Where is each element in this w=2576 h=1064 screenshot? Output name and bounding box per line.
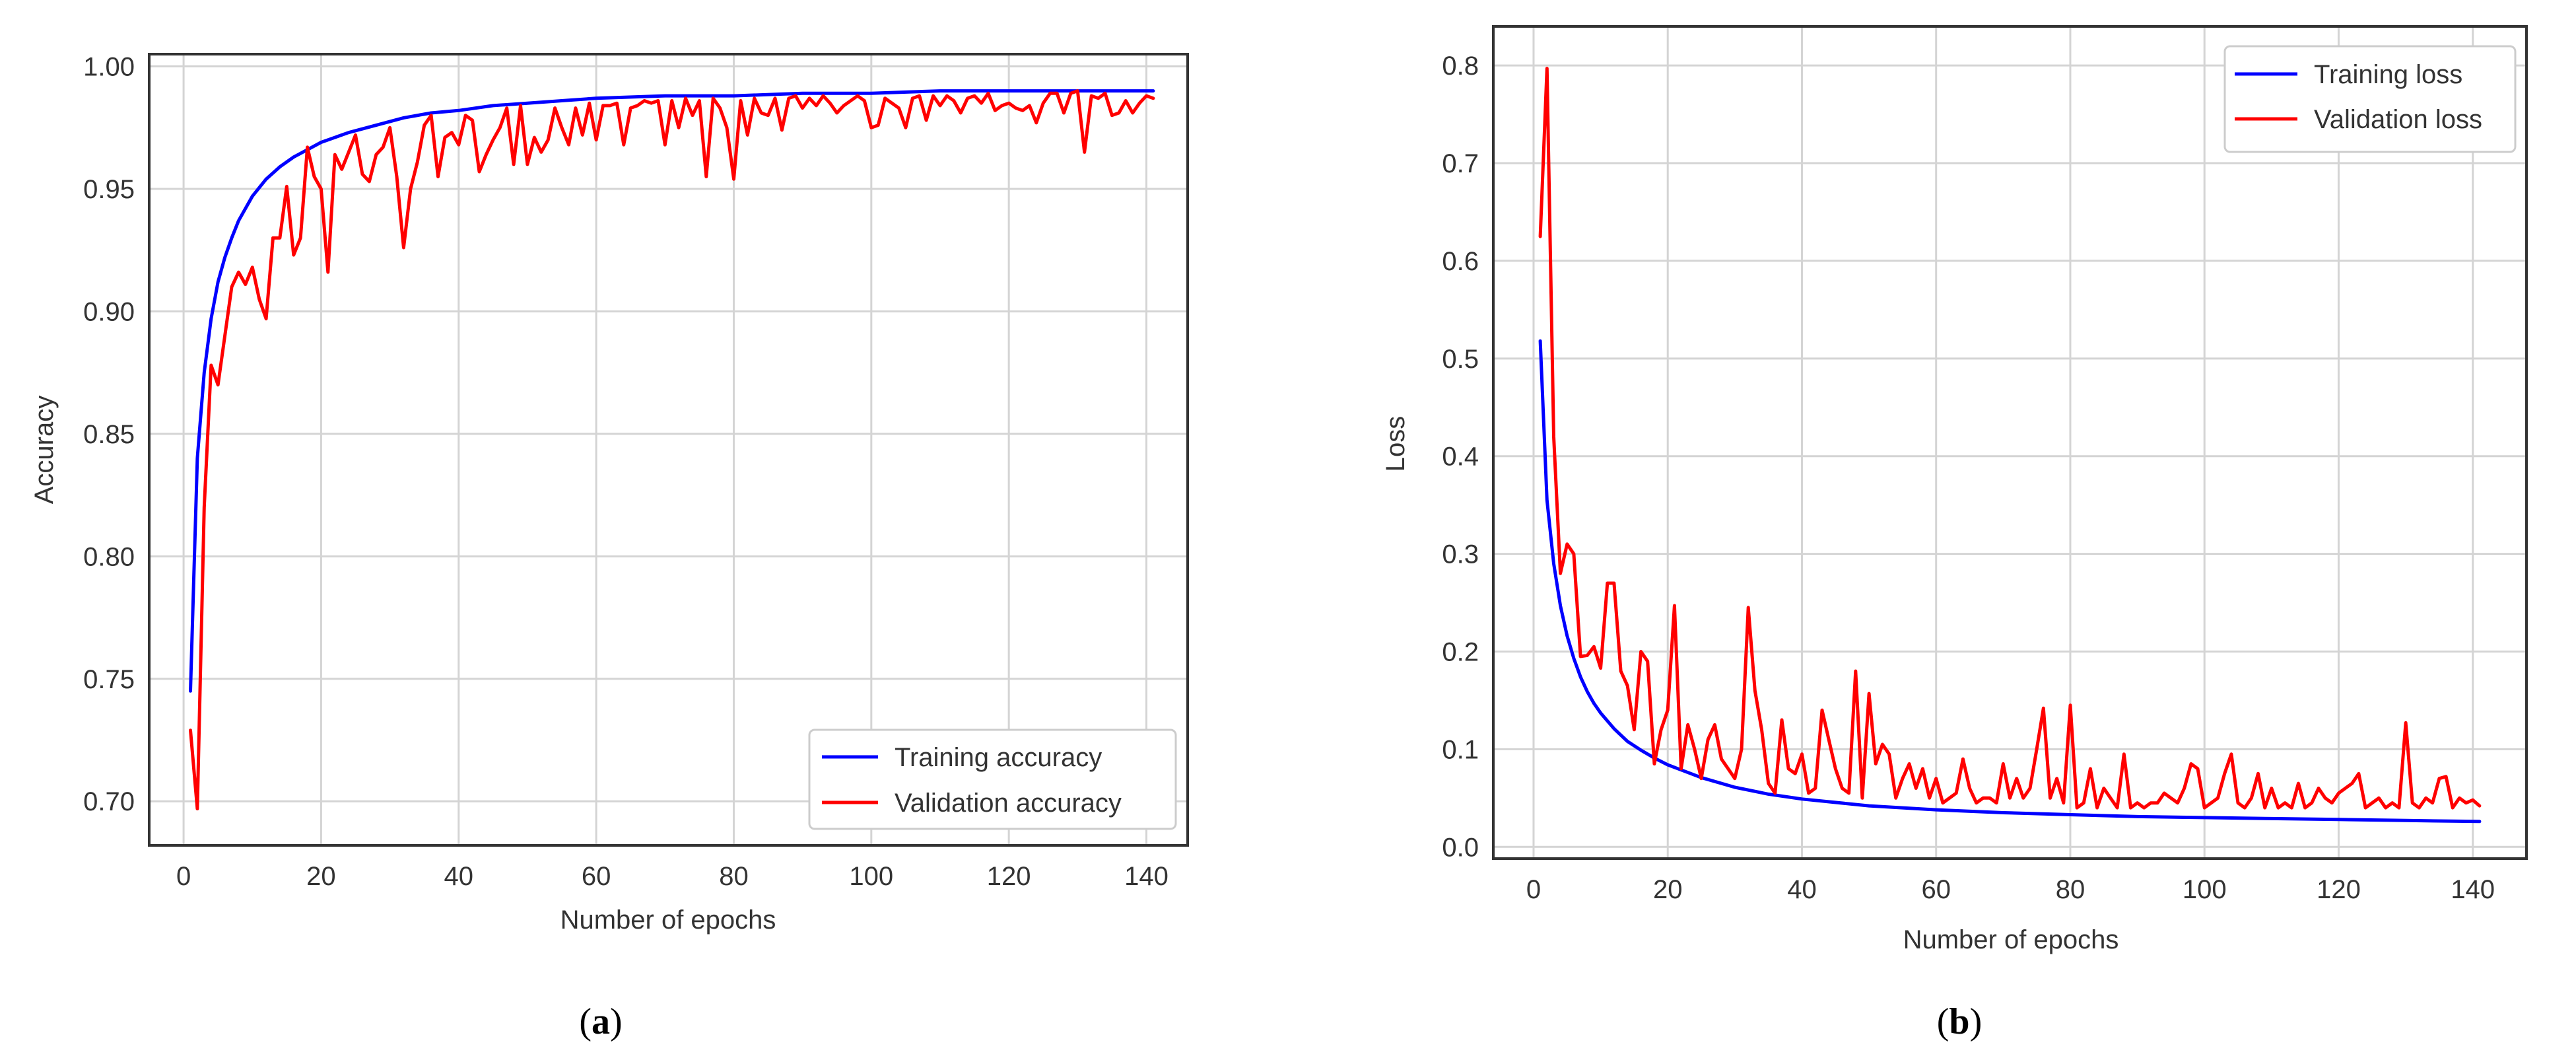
accuracy-y-tick-label: 0.95 [83,175,135,204]
loss-x-tick-label: 0 [1526,875,1541,904]
accuracy-caption-letter: a [592,1001,610,1042]
training-loss-line [1538,339,2482,824]
accuracy-x-tick-label: 100 [849,862,893,891]
loss-x-tick-label: 60 [1921,875,1951,904]
accuracy-x-tick-label: 60 [582,862,611,891]
accuracy-x-tick-label: 20 [306,862,336,891]
loss-x-tick-label: 120 [2317,875,2361,904]
accuracy-series [189,89,1155,810]
accuracy-y-tick-label: 0.70 [83,787,135,816]
loss-x-tick-label: 140 [2451,875,2495,904]
loss-y-tick-label: 0.5 [1442,345,1479,374]
accuracy-x-tick-label: 140 [1124,862,1169,891]
loss-y-axis-label: Loss [1381,416,1410,472]
loss-y-tick-label: 0.1 [1442,735,1479,764]
accuracy-x-tick-label: 0 [176,862,191,891]
loss-series [1538,67,2482,824]
accuracy-y-tick-label: 0.75 [83,665,135,694]
loss-y-tick-label: 0.7 [1442,149,1479,178]
accuracy-x-axis-label: Number of epochs [560,905,776,935]
loss-caption-open: ( [1937,1001,1949,1042]
loss-caption-close: ) [1970,1001,1983,1042]
accuracy-panel-caption: (a) [579,1001,622,1042]
loss-plot-frame [1492,25,2528,860]
loss-y-tick-label: 0.2 [1442,637,1479,666]
loss-x-tick-label: 100 [2183,875,2227,904]
legend-training-accuracy-label: Training accuracy [895,743,1102,772]
accuracy-caption-close: ) [610,1001,623,1042]
accuracy-x-tick-label: 120 [987,862,1031,891]
loss-x-axis-label: Number of epochs [1903,925,2119,954]
loss-y-tick-label: 0.8 [1442,52,1479,81]
loss-x-tick-label: 40 [1787,875,1817,904]
training-accuracy-line [189,89,1155,693]
loss-y-tick-label: 0.3 [1442,540,1479,569]
legend-validation-accuracy-label: Validation accuracy [895,789,1122,818]
legend-training-loss-label: Training loss [2314,60,2462,89]
loss-x-tick-label: 20 [1653,875,1683,904]
accuracy-y-tick-label: 0.85 [83,420,135,449]
validation-accuracy-line [189,89,1155,810]
loss-legend: Training loss Validation loss [2223,45,2517,153]
loss-y-tick-label: 0.4 [1442,443,1479,472]
loss-y-tick-label: 0.0 [1442,833,1479,862]
accuracy-caption-open: ( [579,1001,592,1042]
validation-loss-line [1538,67,2482,810]
loss-ticks: 0 20 40 60 80 100 120 140 0.0 0.1 0.2 0.3 0.4 0.5 0.6 0… [1442,52,2495,904]
accuracy-chart: 0 20 40 60 80 100 120 140 0.70 0.75 0.80 0.85 0.90 0.… [30,53,1189,1042]
loss-caption-letter: b [1949,1001,1969,1042]
loss-x-tick-label: 80 [2056,875,2085,904]
accuracy-x-tick-label: 80 [719,862,749,891]
accuracy-plot-frame [148,53,1189,847]
legend-validation-loss-label: Validation loss [2314,105,2482,134]
accuracy-legend-box [808,728,1177,830]
accuracy-y-tick-label: 1.00 [83,53,135,82]
loss-panel-caption: (b) [1937,1001,1982,1042]
accuracy-ticks: 0 20 40 60 80 100 120 140 0.70 0.75 0.80 0.85 0.90 0.… [83,53,1169,891]
accuracy-y-tick-label: 0.90 [83,297,135,326]
accuracy-legend: Training accuracy Validation accuracy [808,728,1177,830]
accuracy-grid [149,54,1188,845]
loss-y-tick-label: 0.6 [1442,247,1479,276]
accuracy-y-axis-label: Accuracy [30,396,59,505]
loss-chart: 0 20 40 60 80 100 120 140 0.0 0.1 0.2 0.3 0.4 0.5 0.6 0… [1381,25,2528,1042]
accuracy-x-tick-label: 40 [444,862,474,891]
accuracy-y-tick-label: 0.80 [83,542,135,571]
